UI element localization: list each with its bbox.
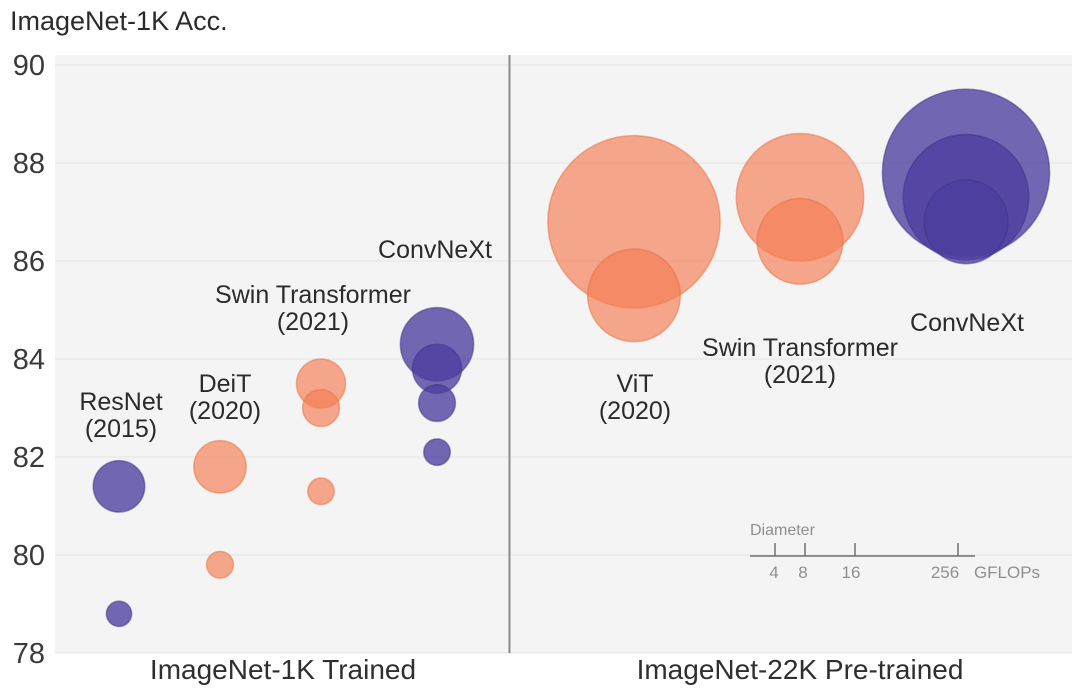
bubble-vit-22k-1 [586,248,682,343]
size-legend-tick-label-256: 256 [931,563,959,582]
bubble-swin-transformer-1k-1 [301,388,341,428]
y-tick-label-80: 80 [13,540,45,572]
model-label-swin-transformer-1k-line2: (2021) [277,308,349,336]
bubble-deit-1k-0 [193,439,247,494]
model-label-convnext-1k-line1: ConvNeXt [378,236,492,264]
model-label-resnet-1k-line2: (2015) [85,415,157,443]
model-label-vit-22k-line1: ViT [616,370,653,398]
model-label-swin-transformer-1k-line1: Swin Transformer [215,281,411,309]
y-tick-label-82: 82 [13,442,45,474]
model-labels-layer: ResNet(2015)DeiT(2020)Swin Transformer(2… [79,236,1024,443]
size-legend-units-label: GFLOPs [974,563,1040,582]
bubbles-layer [92,88,1051,628]
size-legend-tick-label-16: 16 [842,563,861,582]
model-label-deit-1k-line2: (2020) [189,397,261,425]
size-legend-layer: 4 8 16 256 [750,543,975,582]
bubble-convnext-22k-2 [923,179,1009,265]
bubble-swin-transformer-22k-1 [756,197,844,285]
y-tick-label-86: 86 [13,246,45,278]
model-label-vit-22k-line2: (2020) [599,397,671,425]
chart-title: ImageNet-1K Acc. [10,6,228,36]
y-tick-label-88: 88 [13,148,45,180]
y-tick-label-78: 78 [13,638,45,670]
size-legend-diameter-label: Diameter [750,522,816,539]
model-label-swin-transformer-22k-line2: (2021) [764,361,836,389]
panel-label-imagenet-22k-pretrained: ImageNet-22K Pre-trained [637,654,964,685]
bubble-convnext-1k-2 [417,383,457,423]
bubble-deit-1k-1 [205,550,235,579]
model-label-resnet-1k-line1: ResNet [79,388,162,416]
bubble-resnet-1k-1 [105,600,133,628]
y-axis-tick-labels-layer: 90 88 86 84 82 80 78 [13,50,45,670]
model-label-swin-transformer-22k-line1: Swin Transformer [702,334,898,362]
panel-label-imagenet-1k-trained: ImageNet-1K Trained [150,654,416,685]
model-label-deit-1k-line1: DeiT [199,370,252,398]
y-tick-label-84: 84 [13,344,45,376]
bubble-swin-transformer-1k-2 [306,477,336,506]
size-legend-tick-label-4: 4 [769,563,778,582]
y-tick-label-90: 90 [13,50,45,82]
bubble-convnext-1k-3 [422,438,452,467]
bubble-resnet-1k-0 [92,459,146,513]
model-label-convnext-22k-line1: ConvNeXt [910,309,1024,337]
size-legend-tick-label-8: 8 [798,563,807,582]
